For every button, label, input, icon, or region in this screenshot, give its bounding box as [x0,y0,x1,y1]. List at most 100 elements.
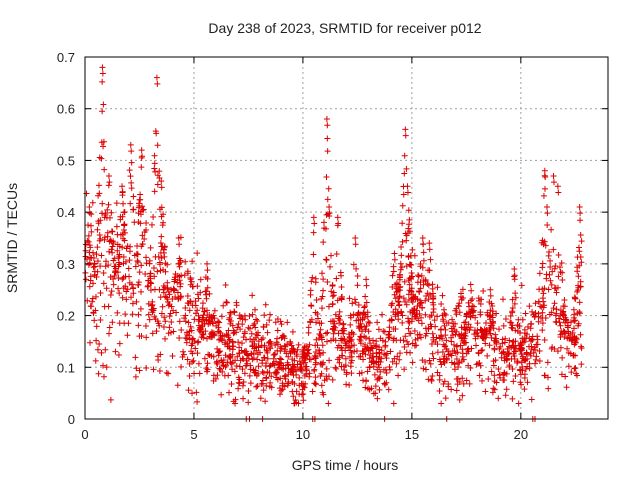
data-point [98,349,105,356]
data-point [125,320,132,327]
data-point [180,348,187,355]
data-point [448,325,455,332]
data-point [357,311,364,318]
data-point [528,320,535,327]
data-point [367,340,374,347]
data-point [556,264,563,271]
data-point [86,249,93,256]
data-point [223,362,230,369]
data-point [196,370,203,377]
data-point [392,281,399,288]
data-point [96,154,103,161]
data-point [143,226,150,233]
data-point [539,327,546,334]
data-point [132,263,139,270]
data-point [341,366,348,373]
y-tick-label: 0.5 [57,153,75,168]
data-point [230,330,237,337]
data-point [539,320,546,327]
data-point [219,368,226,375]
data-point [159,222,166,229]
data-point [396,356,403,363]
data-point [459,286,466,293]
data-point [436,376,443,383]
data-point [399,238,406,245]
data-point [509,366,516,373]
data-point [542,173,549,180]
data-point [134,257,141,264]
data-point [559,309,566,316]
data-point [94,268,101,275]
data-point [150,366,157,373]
y-tick-label: 0.4 [57,205,75,220]
data-point [186,336,193,343]
data-point [128,281,135,288]
data-point [328,252,335,259]
data-point [488,334,495,341]
data-point [266,344,273,351]
data-point [173,309,180,316]
data-point [312,361,319,368]
data-point [188,348,195,355]
data-point [319,342,326,349]
data-point [461,339,468,346]
data-point [130,284,137,291]
data-point [467,297,474,304]
data-point [458,293,465,300]
data-point [504,351,511,358]
data-point [541,285,548,292]
data-point [99,70,106,77]
data-point [385,332,392,339]
data-point [135,210,142,217]
data-point [319,389,326,396]
data-point [195,295,202,302]
data-point [407,349,414,356]
data-point [480,288,487,295]
data-point [156,168,163,175]
data-point [561,297,568,304]
data-point [323,173,330,180]
data-point [82,247,89,254]
data-point [391,250,398,257]
data-point [289,328,296,335]
data-point [480,331,487,338]
data-point [103,364,110,371]
data-point [489,308,496,315]
data-point [147,270,154,277]
data-point [154,172,161,179]
data-point [136,367,143,374]
data-point [143,260,150,267]
data-point [93,337,100,344]
data-point [94,244,101,251]
data-point [150,214,157,221]
data-point [106,238,113,245]
data-point [453,311,460,318]
data-point [141,235,148,242]
data-point [249,311,256,318]
data-point [189,390,196,397]
data-point [100,101,107,108]
data-point [261,312,268,319]
data-point [511,348,518,355]
data-point [117,213,124,220]
data-point [308,278,315,285]
data-point [98,139,105,146]
data-point [545,286,552,293]
data-point [263,321,270,328]
data-point [418,334,425,341]
data-point [251,369,258,376]
data-point [550,246,557,253]
data-point [184,270,191,277]
data-point [211,307,218,314]
data-point [467,324,474,331]
data-point [155,356,162,363]
data-point [434,349,441,356]
data-point [522,310,529,317]
data-point [365,318,372,325]
data-point [153,328,160,335]
data-point [491,372,498,379]
data-point [194,398,201,405]
data-point [348,370,355,377]
data-point [487,330,494,337]
data-point [158,178,165,185]
